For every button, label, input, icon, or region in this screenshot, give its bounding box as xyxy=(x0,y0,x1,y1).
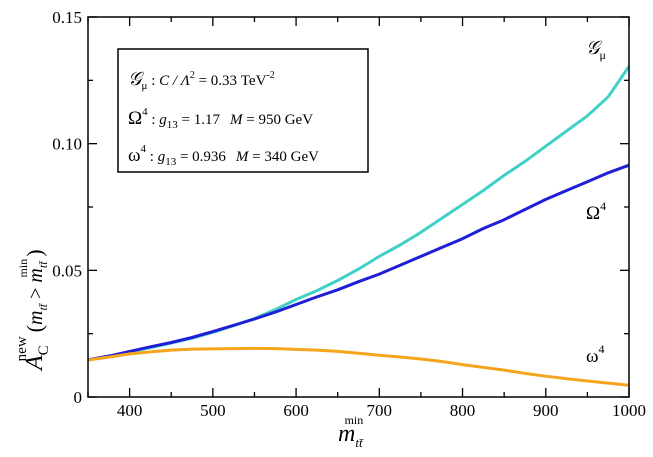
y-axis-label-sub: C xyxy=(36,345,52,355)
legend-gmu-coupling-sup: 2 xyxy=(190,70,195,81)
y-axis-label-gt: > xyxy=(25,283,47,304)
x-tick-label: 400 xyxy=(117,401,143,420)
axis-ticks: 400 500 600 700 800 900 1000 0 0.05 0.10 0.15 xyxy=(52,8,646,420)
x-tick-label: 500 xyxy=(200,401,226,420)
legend-row-gmu: 𝒢μ : C / Λ2 = 0.33 TeV-2 xyxy=(128,69,275,92)
legend-omega-small-g: g xyxy=(158,149,166,165)
series-line-omega4 xyxy=(87,163,630,362)
series-line-g-mu xyxy=(87,65,631,362)
curves-layer xyxy=(87,65,631,387)
y-tick-label: 0 xyxy=(74,388,83,407)
x-axis-label: mtt̄ min xyxy=(338,413,364,450)
legend-omega-big-g: g xyxy=(159,112,167,128)
legend-gmu-unit-sup: -2 xyxy=(266,70,274,81)
series-label-omega-small-symbol: ω xyxy=(586,346,599,367)
y-axis-label-open: ( xyxy=(22,325,47,332)
legend-omega-big-sup: 4 xyxy=(142,106,148,118)
legend-omega-big-sep: : xyxy=(148,112,160,128)
legend-gmu-symbol: 𝒢 xyxy=(128,69,145,90)
y-axis-label-sup: new xyxy=(14,336,30,361)
x-tick-label: 600 xyxy=(283,401,309,420)
legend-omega-big-symbol: Ω xyxy=(128,108,142,129)
legend-omega-small-symbol: ω xyxy=(128,145,141,166)
series-line-omega4 xyxy=(87,346,630,387)
x-tick-label: 900 xyxy=(533,401,559,420)
y-tick-label: 0.15 xyxy=(52,8,82,27)
x-tick-label: 1000 xyxy=(612,401,646,420)
legend-omega-big-mass-value: = 950 GeV xyxy=(243,112,314,128)
series-label-omega-big-sup: 4 xyxy=(600,199,606,213)
x-axis-label-m: m xyxy=(338,421,355,447)
x-tick-label: 800 xyxy=(450,401,476,420)
y-axis-label: ACnew(mtt̄ > mtt̄min) xyxy=(14,249,52,372)
series-label-omega-big: Ω4 xyxy=(586,199,606,224)
series-label-omega-small-sup: 4 xyxy=(599,342,605,356)
x-tick-label: 700 xyxy=(367,401,393,420)
y-axis-label-cond-sup2: min xyxy=(16,259,30,278)
x-axis-label-sub: tt̄ xyxy=(355,435,364,450)
legend-omega-big-mass: M xyxy=(229,112,244,128)
y-axis-label-close: ) xyxy=(22,249,47,256)
series-label-gmu: 𝒢μ xyxy=(586,38,606,62)
y-axis-label-cond-m2: m xyxy=(25,268,47,282)
legend-omega-small-mass: M xyxy=(235,149,250,165)
x-axis-label-sup: min xyxy=(345,413,364,427)
legend-omega-big-g-value: = 1.17 xyxy=(178,112,221,128)
legend-omega-big-g-sub: 13 xyxy=(167,119,179,131)
legend-row-omega-small: ω4 : g13 = 0.936 M = 340 GeV xyxy=(128,143,319,168)
series-label-gmu-symbol: 𝒢 xyxy=(586,38,603,59)
y-tick-label: 0.05 xyxy=(52,261,82,280)
legend-box xyxy=(117,48,369,173)
legend-row-omega-big: Ω4 : g13 = 1.17 M = 950 GeV xyxy=(128,106,313,131)
legend-gmu-sep: : xyxy=(147,73,159,89)
legend-omega-small-sep: : xyxy=(146,149,158,165)
legend-omega-small-sup: 4 xyxy=(141,143,147,155)
series-label-omega-big-symbol: Ω xyxy=(586,203,600,224)
legend-gmu-symbol-sub: μ xyxy=(142,80,148,92)
y-axis-label-a: A xyxy=(22,355,48,372)
legend-gmu-value: = 0.33 TeV xyxy=(195,73,267,89)
legend-gmu-coupling: C / Λ xyxy=(159,73,190,89)
series-label-omega-small: ω4 xyxy=(586,342,605,367)
y-tick-label: 0.10 xyxy=(52,135,82,154)
series-label-gmu-sub: μ xyxy=(600,48,606,62)
y-axis-label-cond-sub: tt̄ xyxy=(36,303,50,311)
legend-omega-small-mass-value: = 340 GeV xyxy=(248,149,319,165)
y-axis-label-cond-sub2: tt̄ xyxy=(36,260,50,268)
y-axis-label-cond-m: m xyxy=(25,311,47,325)
legend-omega-small-g-value: = 0.936 xyxy=(176,149,226,165)
legend-omega-small-g-sub: 13 xyxy=(165,156,177,168)
